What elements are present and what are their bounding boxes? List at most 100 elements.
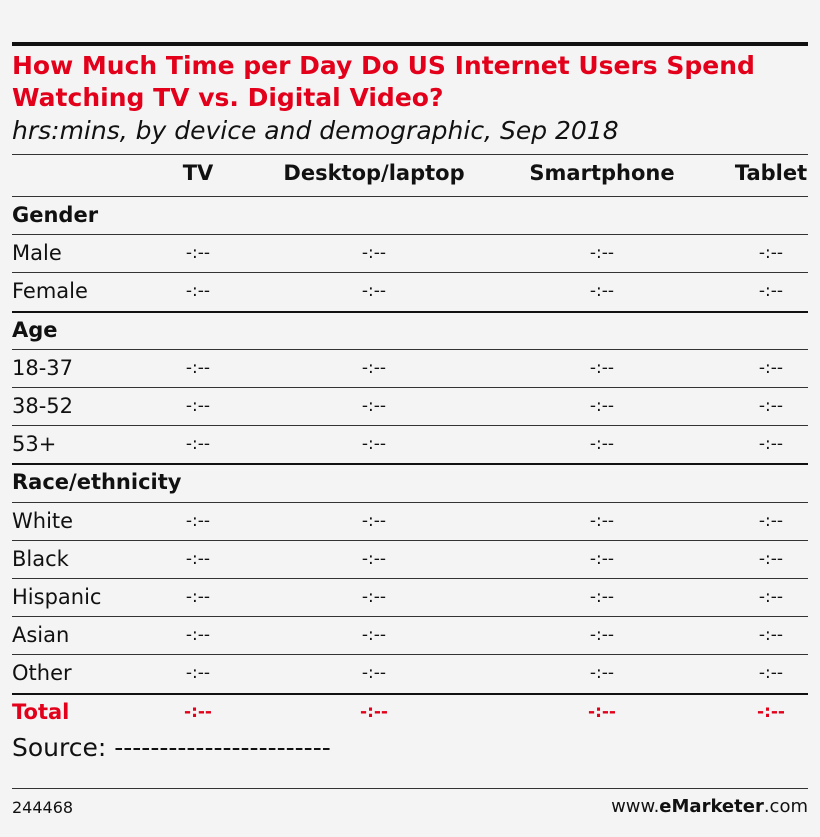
cell-tablet: -:--	[758, 281, 784, 302]
cell-smartphone: -:--	[589, 396, 615, 416]
cell-tablet: -:--	[758, 434, 784, 455]
row-divider	[12, 692, 808, 695]
row-label: 53+	[12, 432, 57, 457]
cell-smartphone: -:--	[589, 243, 615, 264]
row-label: Black	[12, 546, 69, 571]
source-note: Source: ------------------------	[12, 733, 331, 762]
cell-tablet: -:--	[758, 663, 784, 684]
row-label: White	[12, 508, 74, 533]
table-row: Hispanic -:-- -:-- -:-- -:--	[12, 578, 808, 616]
table-row: Male -:-- -:-- -:-- -:--	[12, 234, 808, 272]
cell-desktop-laptop: -:--	[361, 663, 387, 684]
row-divider	[12, 310, 808, 313]
cell-tablet: -:--	[758, 243, 784, 264]
cell-smartphone: -:--	[589, 357, 615, 378]
section-label: Gender	[12, 203, 99, 227]
cell-tablet: -:--	[758, 396, 784, 416]
chart-title: How Much Time per Day Do US Internet Use…	[12, 51, 755, 112]
cell-smartphone: -:--	[589, 510, 615, 531]
column-header-tv: TV	[182, 161, 214, 185]
row-label: Hispanic	[12, 585, 102, 609]
cell-tablet: -:--	[757, 701, 785, 722]
section-row: Gender	[12, 196, 808, 234]
cell-desktop-laptop: -:--	[361, 548, 387, 569]
table-row: 38-52 -:-- -:-- -:-- -:--	[12, 387, 808, 425]
cell-desktop-laptop: -:--	[361, 434, 387, 455]
total-row: Total -:-- -:-- -:-- -:--	[12, 693, 808, 731]
cell-smartphone: -:--	[589, 663, 615, 684]
section-row: Race/ethnicity	[12, 463, 808, 501]
cell-smartphone: -:--	[589, 548, 615, 569]
cell-smartphone: -:--	[589, 587, 615, 607]
cell-tv: -:--	[185, 663, 211, 684]
table-row: Female -:-- -:-- -:-- -:--	[12, 272, 808, 310]
row-divider	[12, 578, 808, 579]
cell-tv: -:--	[185, 357, 211, 378]
site-brand: eMarketer	[659, 796, 764, 817]
cell-desktop-laptop: -:--	[361, 281, 387, 302]
cell-desktop-laptop: -:--	[361, 396, 387, 416]
cell-desktop-laptop: -:--	[361, 587, 387, 607]
site-prefix: www.	[611, 796, 660, 817]
site-credit[interactable]: www.eMarketer.com	[611, 796, 808, 817]
table-row: 18-37 -:-- -:-- -:-- -:--	[12, 349, 808, 387]
chart-id: 244468	[12, 798, 74, 817]
table-row: Other -:-- -:-- -:-- -:--	[12, 654, 808, 692]
cell-tablet: -:--	[758, 510, 784, 531]
column-header-tablet: Tablet	[734, 161, 808, 185]
cell-tv: -:--	[185, 243, 211, 264]
cell-tv: -:--	[185, 281, 211, 302]
cell-tablet: -:--	[758, 357, 784, 378]
site-suffix: .com	[763, 796, 808, 817]
row-divider	[12, 387, 808, 388]
table-row: Black -:-- -:-- -:-- -:--	[12, 540, 808, 578]
row-label: Asian	[12, 623, 70, 648]
top-rule	[12, 42, 808, 46]
cell-tv: -:--	[184, 701, 212, 722]
footer-rule	[12, 788, 808, 789]
section-row: Age	[12, 311, 808, 349]
cell-tablet: -:--	[758, 587, 784, 607]
row-divider	[12, 272, 808, 274]
row-divider	[12, 654, 808, 656]
row-divider	[12, 348, 808, 350]
cell-smartphone: -:--	[589, 434, 615, 455]
cell-smartphone: -:--	[588, 701, 616, 722]
cell-desktop-laptop: -:--	[361, 243, 387, 264]
row-divider	[12, 616, 808, 618]
table-row: White -:-- -:-- -:-- -:--	[12, 502, 808, 540]
row-label: 38-52	[12, 394, 74, 418]
cell-tv: -:--	[185, 434, 211, 455]
cell-tv: -:--	[185, 587, 211, 607]
cell-tv: -:--	[185, 396, 211, 416]
section-label: Age	[12, 317, 58, 342]
cell-tablet: -:--	[758, 625, 784, 646]
header-rule	[12, 154, 808, 155]
column-header-smartphone: Smartphone	[529, 161, 675, 185]
cell-tablet: -:--	[758, 548, 784, 569]
row-divider	[12, 539, 808, 541]
row-divider	[12, 425, 808, 427]
row-divider	[12, 196, 808, 197]
row-divider	[12, 501, 808, 503]
row-label: 18-37	[12, 355, 74, 380]
row-label: Female	[12, 279, 88, 304]
table-row: Asian -:-- -:-- -:-- -:--	[12, 616, 808, 654]
row-divider	[12, 234, 808, 236]
cell-tv: -:--	[185, 625, 211, 646]
cell-desktop-laptop: -:--	[360, 701, 388, 722]
row-divider	[12, 463, 808, 466]
section-label: Race/ethnicity	[12, 470, 182, 495]
cell-desktop-laptop: -:--	[361, 510, 387, 531]
row-label: Male	[12, 241, 62, 266]
cell-smartphone: -:--	[589, 281, 615, 302]
row-label: Total	[12, 699, 70, 724]
cell-tv: -:--	[185, 548, 211, 569]
cell-desktop-laptop: -:--	[361, 625, 387, 646]
table-row: 53+ -:-- -:-- -:-- -:--	[12, 425, 808, 463]
chart-subtitle: hrs:mins, by device and demographic, Sep…	[12, 116, 619, 145]
cell-smartphone: -:--	[589, 625, 615, 646]
cell-desktop-laptop: -:--	[361, 357, 387, 378]
row-label: Other	[12, 661, 72, 686]
cell-tv: -:--	[185, 510, 211, 531]
